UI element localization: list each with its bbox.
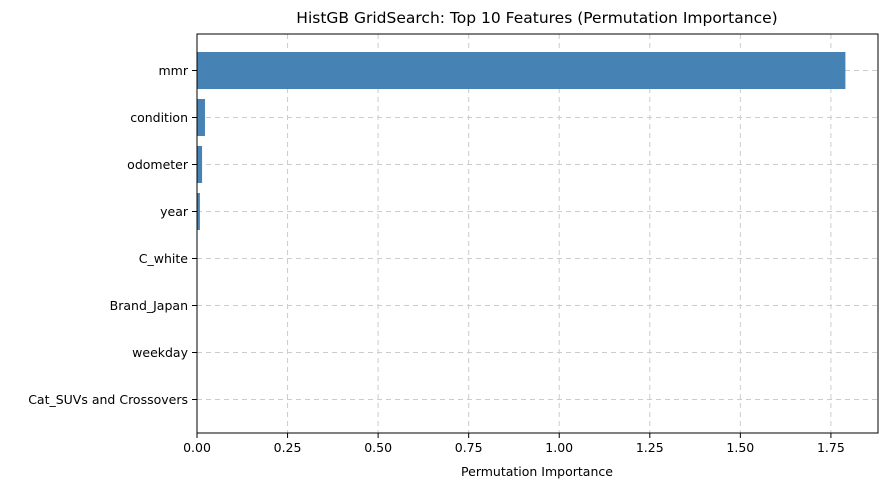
x-tick-label: 1.75 — [817, 440, 845, 455]
bars — [197, 52, 845, 418]
y-tick-label: weekday — [132, 345, 188, 360]
x-axis-label: Permutation Importance — [461, 464, 613, 479]
x-tick-label: 1.25 — [636, 440, 664, 455]
y-tick-label: Brand_Japan — [110, 298, 188, 313]
bar-mmr — [197, 52, 845, 89]
x-tick-label: 0.75 — [455, 440, 483, 455]
y-tick-label: odometer — [127, 157, 189, 172]
x-tick-label: 0.00 — [183, 440, 211, 455]
y-tick-label: C_white — [139, 251, 188, 266]
y-tick-label: year — [160, 204, 189, 219]
y-tick-label: Cat_SUVs and Crossovers — [28, 392, 188, 407]
plot-area-frame — [197, 34, 878, 433]
grid-lines — [197, 34, 878, 433]
x-tick-label: 1.50 — [726, 440, 754, 455]
x-tick-label: 0.50 — [364, 440, 392, 455]
bar-odometer — [197, 146, 202, 183]
bar-condition — [197, 99, 205, 136]
x-tick-label: 0.25 — [274, 440, 302, 455]
chart-title: HistGB GridSearch: Top 10 Features (Perm… — [296, 9, 777, 27]
y-tick-label: mmr — [159, 63, 189, 78]
x-tick-label: 1.00 — [545, 440, 573, 455]
y-tick-label: condition — [130, 110, 188, 125]
